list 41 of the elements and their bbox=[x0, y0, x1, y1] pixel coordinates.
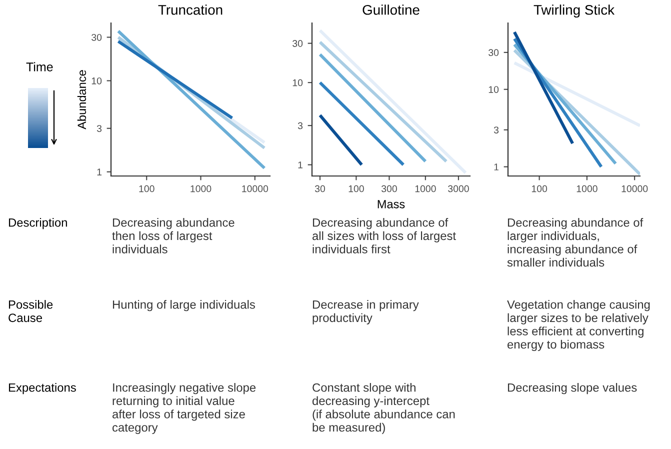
x-tick-label: 10000 bbox=[622, 185, 648, 192]
y-tick-label: 3 bbox=[298, 122, 303, 130]
x-axis-title: Mass bbox=[378, 200, 405, 208]
y-tick-label: 1 bbox=[298, 162, 302, 168]
x-tick-label: 3000 bbox=[448, 185, 469, 192]
text: Decreasing abundance of larger individuals, increasing abundance of smaller individuals bbox=[507, 218, 644, 267]
text: Increasingly negative slope returning to initial value after loss of targeted size category bbox=[112, 383, 256, 434]
y-tick-label: 10 bbox=[488, 86, 499, 93]
y-tick-label: 10 bbox=[292, 79, 303, 86]
y-axis-title: Abundance bbox=[77, 70, 86, 130]
x-tick-label: 100 bbox=[348, 185, 364, 192]
x-tick-label: 100 bbox=[532, 185, 548, 192]
y-tick-label: 30 bbox=[488, 49, 499, 56]
x-tick-label: 300 bbox=[381, 185, 397, 192]
chart-title: Truncation bbox=[158, 4, 222, 15]
y-tick-label: 30 bbox=[292, 40, 303, 47]
text: Decreasing abundance of all sizes with loss of largest individuals first bbox=[312, 218, 456, 254]
chart-title: Guillotine bbox=[362, 4, 420, 15]
x-tick-label: 100 bbox=[139, 185, 154, 192]
text: Decrease in primary productivity bbox=[312, 300, 419, 324]
y-tick-label: 1 bbox=[97, 168, 102, 176]
text: Description bbox=[8, 218, 67, 230]
x-tick-label: 1000 bbox=[415, 185, 436, 192]
legend-title: Time bbox=[26, 62, 53, 72]
text: Constant slope with decreasing y-intercept (if absolute abundance can be measured) bbox=[312, 383, 455, 434]
x-tick-label: 1000 bbox=[190, 185, 212, 192]
x-tick-label: 1000 bbox=[576, 185, 598, 192]
text: Possible Cause bbox=[8, 300, 53, 322]
chart-title: Twirling Stick bbox=[534, 4, 615, 18]
text: Decreasing slope values bbox=[508, 383, 637, 394]
y-tick-label: 10 bbox=[92, 77, 102, 84]
text: Hunting of large individuals bbox=[112, 300, 255, 312]
y-tick-label: 3 bbox=[494, 126, 499, 134]
y-tick-label: 3 bbox=[96, 125, 102, 132]
text: Vegetation change causing larger sizes to be relatively less efficient at converting energy to biomass bbox=[507, 300, 650, 352]
text: Expectations bbox=[8, 383, 76, 394]
x-tick-label: 30 bbox=[314, 185, 326, 192]
text: Decreasing abundance then loss of largest individuals bbox=[112, 218, 234, 254]
y-tick-label: 30 bbox=[92, 34, 102, 41]
x-tick-label: 10000 bbox=[242, 185, 268, 192]
y-tick-label: 1 bbox=[494, 164, 498, 170]
